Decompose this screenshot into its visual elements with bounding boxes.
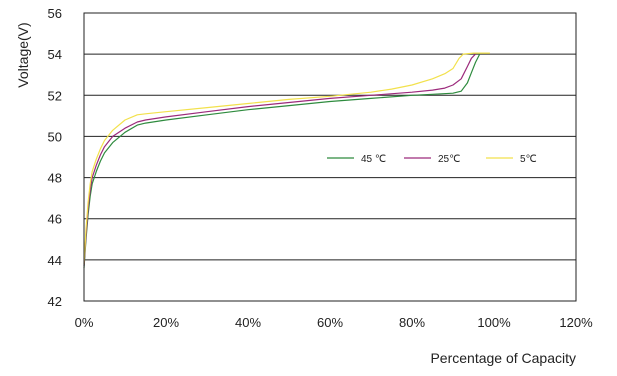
y-tick-label: 50 [48,129,62,144]
series-lines [83,52,490,269]
x-tick-label: 0% [75,315,94,330]
plot-area-frame [83,12,577,302]
x-tick-label: 120% [559,315,593,330]
y-tick-label: 52 [48,88,62,103]
y-tick-label: 56 [48,6,62,21]
legend-label: 25℃ [438,154,460,165]
x-tick-label: 80% [399,315,425,330]
legend: 45 ℃ 25℃ 5℃ [327,154,537,165]
x-tick-labels: 0% 20% 40% 60% 80% 100% 120% [75,315,593,330]
y-tick-label: 44 [48,253,62,268]
series-line [83,53,476,267]
series-line [83,52,490,265]
legend-label: 5℃ [520,154,537,165]
legend-label: 45 ℃ [361,154,386,165]
x-tick-label: 20% [153,315,179,330]
series-line [83,53,481,269]
x-axis-title: Percentage of Capacity [430,350,576,366]
y-tick-label: 42 [48,294,62,309]
y-axis-title: Voltage(V) [15,22,31,87]
x-tick-label: 60% [317,315,343,330]
gridlines [84,53,576,261]
x-tick-label: 40% [235,315,261,330]
y-tick-label: 48 [48,171,62,186]
y-tick-labels: 42 44 46 48 50 52 54 56 [48,6,62,309]
y-tick-label: 54 [48,47,62,62]
y-tick-label: 46 [48,212,62,227]
x-tick-label: 100% [477,315,511,330]
